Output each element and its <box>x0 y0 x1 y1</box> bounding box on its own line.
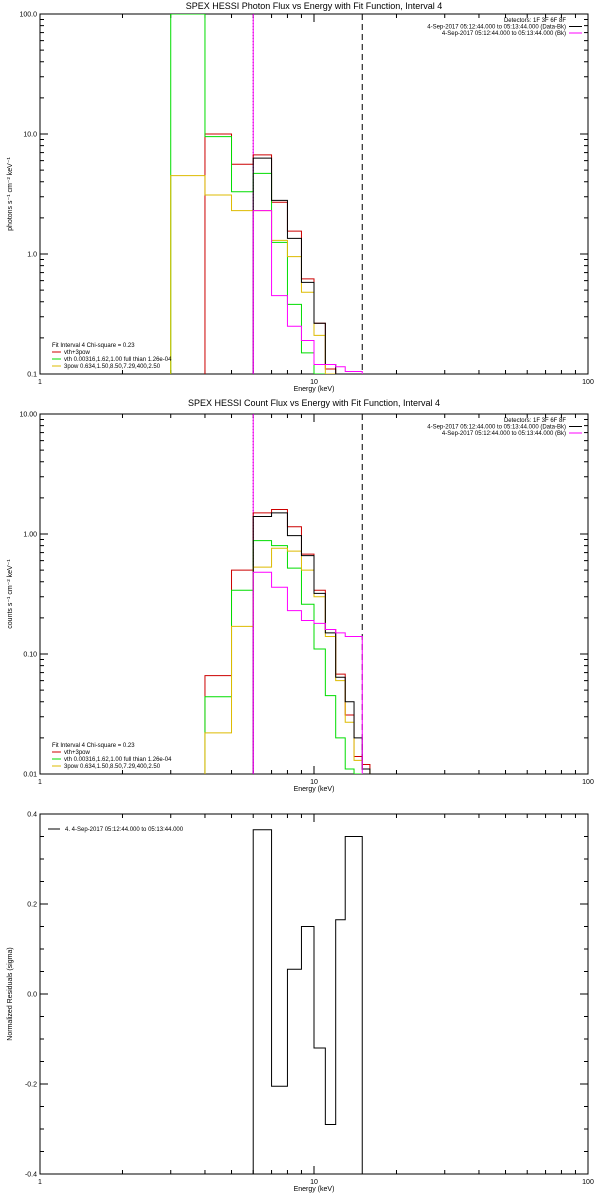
legend-text: 4-Sep-2017 05:12:44.000 to 05:13:44.000 … <box>427 25 566 31</box>
y-axis-label: Normalized Residuals (sigma) <box>7 947 14 1040</box>
y-tick-label: 10.0 <box>23 132 37 139</box>
y-tick-label: 100.0 <box>19 12 37 19</box>
chart-title: SPEX HESSI Photon Flux vs Energy with Fi… <box>186 1 443 11</box>
y-tick-label: 1.00 <box>23 532 37 539</box>
x-tick-label: 10 <box>310 379 318 386</box>
data-series <box>252 829 363 1174</box>
photon-flux-panel: SPEX HESSI Photon Flux vs Energy with Fi… <box>7 1 594 393</box>
x-tick-label: 1 <box>38 779 42 786</box>
x-tick-label: 1 <box>38 1179 42 1186</box>
legend-text: Detectors: 1F 3F 6F 8F <box>504 18 566 24</box>
x-tick-label: 1 <box>38 379 42 386</box>
legend-text: vth 0.00316,1.62,1.00 full thian 1.26e-0… <box>64 757 172 763</box>
y-axis-label: counts s⁻¹ cm⁻² keV⁻¹ <box>7 559 14 629</box>
legend-text: 3pow 0.634,1.50,8.50,7.29,400,2.50 <box>64 764 161 770</box>
x-axis-label: Energy (keV) <box>294 786 335 793</box>
y-tick-label: -0.2 <box>25 1082 37 1089</box>
y-tick-label: 10.00 <box>19 412 37 419</box>
legend-text: 4-Sep-2017 05:12:44.000 to 05:13:44.000 … <box>427 425 566 431</box>
x-tick-label: 100 <box>582 779 594 786</box>
x-tick-label: 10 <box>310 779 318 786</box>
x-tick-label: 10 <box>310 1179 318 1186</box>
legend-text: 4. 4-Sep-2017 05:12:44.000 to 05:13:44.0… <box>65 827 184 833</box>
histogram-series-3 <box>252 157 363 374</box>
histogram-series-3 <box>252 512 371 774</box>
legend-text: vth 0.00316,1.62,1.00 full thian 1.26e-0… <box>64 357 172 363</box>
histogram-series-2 <box>170 175 363 374</box>
y-tick-label: 0.01 <box>23 772 37 779</box>
legend-text: Detectors: 1F 3F 6F 8F <box>504 418 566 424</box>
y-tick-label: 0.2 <box>27 902 37 909</box>
histogram-series-1 <box>204 540 363 774</box>
y-tick-label: -0.4 <box>25 1172 37 1179</box>
legend-text: 3pow 0.634,1.50,8.50,7.29,400,2.50 <box>64 364 161 370</box>
residuals-panel: Energy (keV) Normalized Residuals (sigma)… <box>7 812 594 1194</box>
histogram-series-4 <box>252 571 363 774</box>
y-tick-label: 0.4 <box>27 812 37 819</box>
legend-text: vth+3pow <box>64 350 91 356</box>
y-tick-label: 0.10 <box>23 652 37 659</box>
y-tick-label: 0.1 <box>27 372 37 379</box>
y-axis-label: photons s⁻¹ cm⁻² keV⁻¹ <box>7 156 14 230</box>
data-series <box>170 14 363 374</box>
y-tick-label: 1.0 <box>27 252 37 259</box>
x-tick-label: 100 <box>582 379 594 386</box>
histogram-series-1 <box>170 14 363 374</box>
histogram-series-4 <box>252 210 363 374</box>
data-series <box>204 509 371 774</box>
legend-text: Fit Interval 4 Chi-square = 0.23 <box>52 743 135 749</box>
legend-text: 4-Sep-2017 05:12:44.000 to 05:13:44.000 … <box>442 431 566 437</box>
x-axis-label: Energy (keV) <box>294 1186 335 1193</box>
x-axis-label: Energy (keV) <box>294 386 335 393</box>
chart-title: SPEX HESSI Count Flux vs Energy with Fit… <box>188 398 440 408</box>
histogram-series-0 <box>204 133 363 374</box>
histogram-series-0 <box>252 829 363 1174</box>
count-flux-panel: SPEX HESSI Count Flux vs Energy with Fit… <box>7 398 594 793</box>
legend-text: 4-Sep-2017 05:12:44.000 to 05:13:44.000 … <box>442 31 566 37</box>
legend-text: Fit Interval 4 Chi-square = 0.23 <box>52 343 135 349</box>
x-tick-label: 100 <box>582 1179 594 1186</box>
y-tick-label: 0.0 <box>27 992 37 999</box>
legend-text: vth+3pow <box>64 750 91 756</box>
